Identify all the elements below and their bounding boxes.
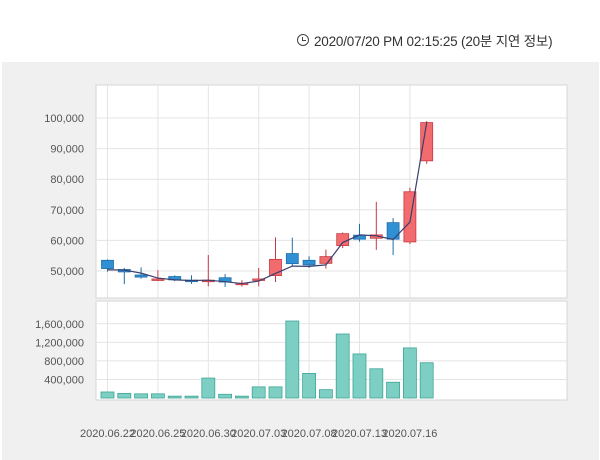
clock-icon bbox=[297, 34, 309, 46]
price-y-tick-label: 100,000 bbox=[44, 113, 84, 125]
timestamp-text: 2020/07/20 PM 02:15:25 (20분 지연 정보) bbox=[314, 34, 553, 49]
volume-bar bbox=[234, 395, 249, 399]
x-tick-label: 2020.06.30 bbox=[181, 428, 236, 440]
volume-bar bbox=[352, 353, 367, 399]
volume-bar bbox=[419, 362, 434, 399]
volume-bar bbox=[302, 373, 317, 399]
candle-body bbox=[285, 253, 299, 265]
volume-bar bbox=[318, 389, 333, 399]
x-tick-label: 2020.07.08 bbox=[282, 428, 337, 440]
price-y-tick-label: 60,000 bbox=[50, 235, 84, 247]
price-y-tick-label: 90,000 bbox=[50, 144, 84, 156]
volume-bar bbox=[285, 320, 300, 399]
volume-bar bbox=[150, 393, 165, 399]
volume-y-tick-label: 800,000 bbox=[44, 356, 84, 368]
price-y-tick-label: 50,000 bbox=[50, 266, 84, 278]
candle-body bbox=[101, 259, 114, 269]
x-tick-label: 2020.07.16 bbox=[382, 428, 437, 440]
x-tick-label: 2020.06.22 bbox=[80, 428, 135, 440]
volume-bar bbox=[369, 368, 384, 399]
volume-bar bbox=[100, 391, 115, 399]
volume-pane-background bbox=[95, 300, 568, 401]
candle-body bbox=[302, 259, 316, 266]
x-tick-label: 2020.07.13 bbox=[332, 428, 387, 440]
volume-bar bbox=[201, 377, 216, 399]
candle-body bbox=[151, 278, 165, 281]
moving-average-line bbox=[107, 122, 428, 285]
volume-bar bbox=[402, 347, 417, 399]
x-tick-label: 2020.06.25 bbox=[130, 428, 185, 440]
candle-body bbox=[386, 222, 400, 240]
candle-body bbox=[420, 122, 434, 162]
price-pane-background bbox=[95, 84, 568, 299]
price-y-tick-label: 70,000 bbox=[50, 205, 84, 217]
volume-y-tick-label: 1,200,000 bbox=[35, 337, 84, 349]
volume-bar bbox=[184, 395, 199, 399]
volume-bar bbox=[218, 393, 233, 399]
candle-body bbox=[319, 256, 333, 264]
volume-bar bbox=[268, 386, 283, 399]
candle-body bbox=[134, 274, 148, 278]
volume-bar bbox=[335, 333, 350, 399]
volume-bar bbox=[386, 381, 401, 399]
volume-bar bbox=[167, 395, 182, 399]
x-tick-label: 2020.07.03 bbox=[231, 428, 286, 440]
volume-bar bbox=[251, 386, 266, 399]
volume-bar bbox=[117, 392, 132, 399]
volume-y-tick-label: 400,000 bbox=[44, 374, 84, 386]
price-y-tick-label: 80,000 bbox=[50, 174, 84, 186]
volume-bar bbox=[134, 393, 149, 399]
volume-y-tick-label: 1,600,000 bbox=[35, 319, 84, 331]
timestamp: 2020/07/20 PM 02:15:25 (20분 지연 정보) bbox=[297, 31, 553, 49]
candle-body bbox=[336, 233, 350, 247]
